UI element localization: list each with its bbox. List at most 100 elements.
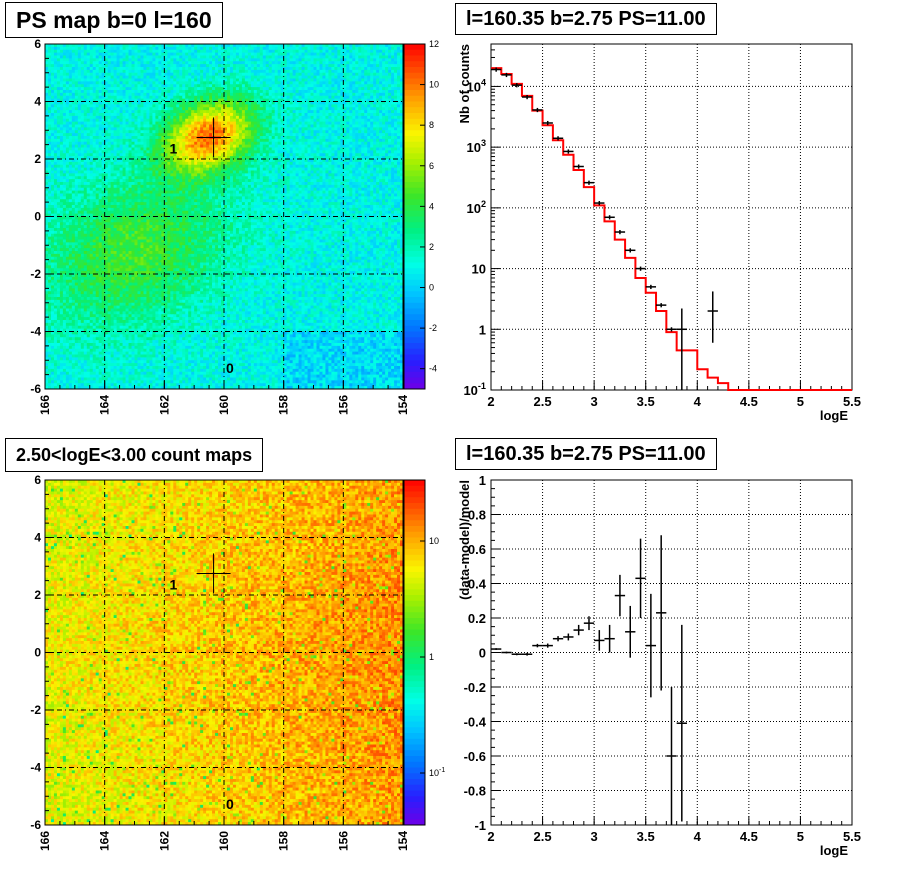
heatmap-cell bbox=[379, 96, 382, 99]
heatmap-cell bbox=[251, 96, 254, 99]
heatmap-cell bbox=[191, 148, 194, 151]
heatmap-cell bbox=[123, 110, 126, 113]
heatmap-cell bbox=[331, 110, 334, 113]
heatmap-cell bbox=[314, 87, 317, 90]
heatmap-cell bbox=[355, 110, 358, 113]
heatmap-cell bbox=[382, 139, 385, 142]
heatmap-cell bbox=[239, 107, 242, 110]
heatmap-cell bbox=[382, 113, 385, 116]
heatmap-cell bbox=[370, 145, 373, 148]
heatmap-cell bbox=[254, 56, 257, 59]
heatmap-cell bbox=[319, 50, 322, 53]
heatmap-cell bbox=[290, 96, 293, 99]
heatmap-cell bbox=[57, 104, 60, 107]
heatmap-cell bbox=[391, 142, 394, 145]
heatmap-cell bbox=[242, 73, 245, 76]
heatmap-cell bbox=[230, 116, 233, 119]
heatmap-cell bbox=[149, 58, 152, 61]
heatmap-cell bbox=[164, 136, 167, 139]
heatmap-cell bbox=[135, 73, 138, 76]
heatmap-cell bbox=[143, 127, 146, 130]
heatmap-cell bbox=[314, 81, 317, 84]
heatmap-cell bbox=[72, 148, 75, 151]
heatmap-cell bbox=[48, 150, 51, 153]
heatmap-cell bbox=[57, 84, 60, 87]
heatmap-cell bbox=[260, 136, 263, 139]
heatmap-cell bbox=[373, 87, 376, 90]
heatmap-cell bbox=[137, 145, 140, 148]
heatmap-cell bbox=[108, 150, 111, 153]
heatmap-cell bbox=[269, 142, 272, 145]
heatmap-cell bbox=[152, 148, 155, 151]
heatmap-cell bbox=[48, 136, 51, 139]
heatmap-cell bbox=[263, 76, 266, 79]
heatmap-cell bbox=[242, 81, 245, 84]
heatmap-cell bbox=[302, 122, 305, 125]
heatmap-cell bbox=[200, 148, 203, 151]
heatmap-cell bbox=[316, 61, 319, 64]
heatmap-cell bbox=[137, 107, 140, 110]
heatmap-cell bbox=[170, 127, 173, 130]
heatmap-cell bbox=[63, 84, 66, 87]
heatmap-cell bbox=[346, 127, 349, 130]
heatmap-cell bbox=[236, 127, 239, 130]
heatmap-cell bbox=[123, 61, 126, 64]
heatmap-cell bbox=[182, 127, 185, 130]
heatmap-cell bbox=[123, 84, 126, 87]
heatmap-cell bbox=[245, 107, 248, 110]
heatmap-cell bbox=[290, 67, 293, 70]
heatmap-cell bbox=[299, 64, 302, 67]
heatmap-cell bbox=[170, 70, 173, 73]
heatmap-cell bbox=[75, 76, 78, 79]
heatmap-cell bbox=[194, 133, 197, 136]
heatmap-cell bbox=[149, 116, 152, 119]
heatmap-cell bbox=[349, 107, 352, 110]
heatmap-cell bbox=[266, 47, 269, 50]
heatmap-cell bbox=[87, 104, 90, 107]
heatmap-cell bbox=[364, 130, 367, 133]
heatmap-cell bbox=[251, 136, 254, 139]
heatmap-cell bbox=[242, 79, 245, 82]
heatmap-cell bbox=[346, 133, 349, 136]
heatmap-cell bbox=[182, 125, 185, 128]
heatmap-cell bbox=[185, 139, 188, 142]
heatmap-cell bbox=[218, 61, 221, 64]
heatmap-cell bbox=[334, 67, 337, 70]
heatmap-cell bbox=[322, 119, 325, 122]
heatmap-cell bbox=[114, 107, 117, 110]
heatmap-cell bbox=[322, 90, 325, 93]
heatmap-cell bbox=[72, 87, 75, 90]
heatmap-cell bbox=[149, 47, 152, 50]
heatmap-cell bbox=[123, 87, 126, 90]
heatmap-cell bbox=[325, 70, 328, 73]
heatmap-cell bbox=[126, 136, 129, 139]
heatmap-cell bbox=[108, 58, 111, 61]
heatmap-cell bbox=[129, 76, 132, 79]
heatmap-cell bbox=[346, 70, 349, 73]
heatmap-cell bbox=[45, 67, 48, 70]
heatmap-cell bbox=[117, 73, 120, 76]
heatmap-cell bbox=[397, 122, 400, 125]
heatmap-cell bbox=[287, 58, 290, 61]
heatmap-cell bbox=[251, 139, 254, 142]
heatmap-cell bbox=[284, 150, 287, 153]
heatmap-cell bbox=[325, 56, 328, 59]
heatmap-cell bbox=[123, 104, 126, 107]
heatmap-cell bbox=[167, 73, 170, 76]
heatmap-cell bbox=[173, 79, 176, 82]
heatmap-cell bbox=[224, 110, 227, 113]
heatmap-cell bbox=[343, 64, 346, 67]
heatmap-cell bbox=[236, 76, 239, 79]
heatmap-cell bbox=[132, 119, 135, 122]
heatmap-cell bbox=[331, 104, 334, 107]
heatmap-cell bbox=[93, 136, 96, 139]
heatmap-cell bbox=[266, 102, 269, 105]
heatmap-cell bbox=[173, 119, 176, 122]
heatmap-cell bbox=[84, 84, 87, 87]
heatmap-cell bbox=[218, 113, 221, 116]
heatmap-cell bbox=[314, 107, 317, 110]
heatmap-cell bbox=[99, 67, 102, 70]
heatmap-cell bbox=[200, 153, 203, 156]
heatmap-cell bbox=[81, 50, 84, 53]
heatmap-cell bbox=[275, 153, 278, 156]
